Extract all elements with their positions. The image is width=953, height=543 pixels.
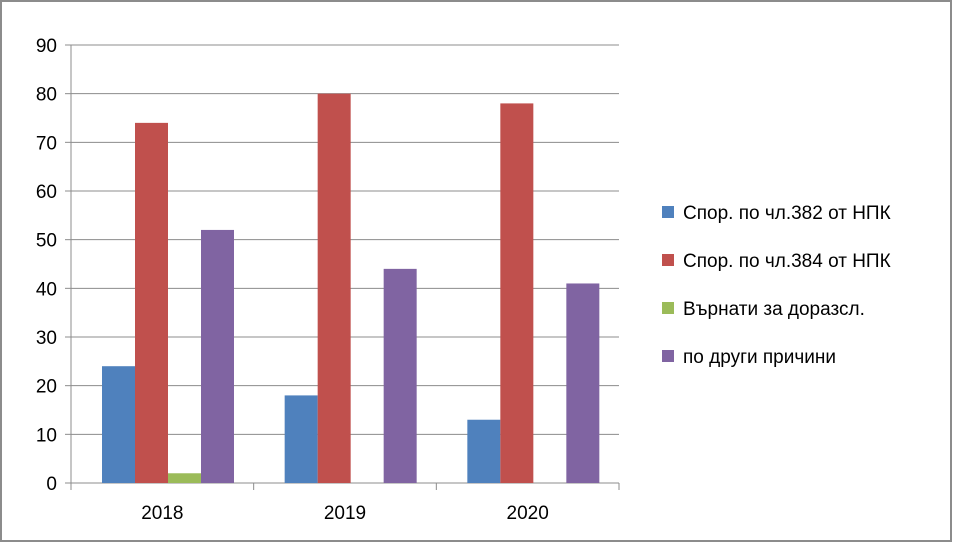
bar [566, 283, 600, 483]
bars [102, 93, 600, 484]
y-tick-label: 40 [36, 279, 57, 300]
y-tick-labels: 0 10 20 30 40 50 60 70 80 90 [36, 36, 57, 495]
legend-swatch [662, 254, 674, 266]
y-tick-label: 60 [36, 182, 57, 203]
y-tick-label: 20 [36, 377, 57, 398]
x-tick-labels: 2018 2019 2020 [141, 503, 549, 524]
y-tick-label: 10 [36, 425, 57, 446]
legend-label: Спор. по чл.382 от НПК [683, 203, 891, 224]
y-tick-label: 70 [36, 133, 57, 154]
x-tick-label: 2019 [324, 503, 366, 524]
y-tick-label: 50 [36, 231, 57, 252]
bar [500, 103, 534, 484]
legend: Спор. по чл.382 от НПК Спор. по чл.384 от… [662, 203, 891, 368]
bar [135, 122, 168, 483]
bar [383, 268, 417, 483]
legend-swatch [662, 350, 674, 362]
y-tick-label: 80 [36, 85, 57, 106]
legend-label: Върнати за доразсл. [683, 299, 865, 320]
x-tick-label: 2018 [141, 503, 183, 524]
legend-label: Спор. по чл.384 от НПК [683, 251, 891, 272]
bar [317, 93, 351, 484]
y-tick-label: 90 [36, 36, 57, 57]
x-tick-label: 2020 [507, 503, 549, 524]
bar [201, 229, 234, 483]
y-tick-label: 30 [36, 328, 57, 349]
bar [284, 395, 318, 483]
legend-swatch [662, 206, 674, 218]
bar [467, 419, 501, 483]
bar [102, 366, 135, 483]
legend-label: по други причини [683, 347, 836, 368]
bar [168, 473, 201, 483]
legend-swatch [662, 302, 674, 314]
y-tick-label: 0 [46, 474, 57, 495]
